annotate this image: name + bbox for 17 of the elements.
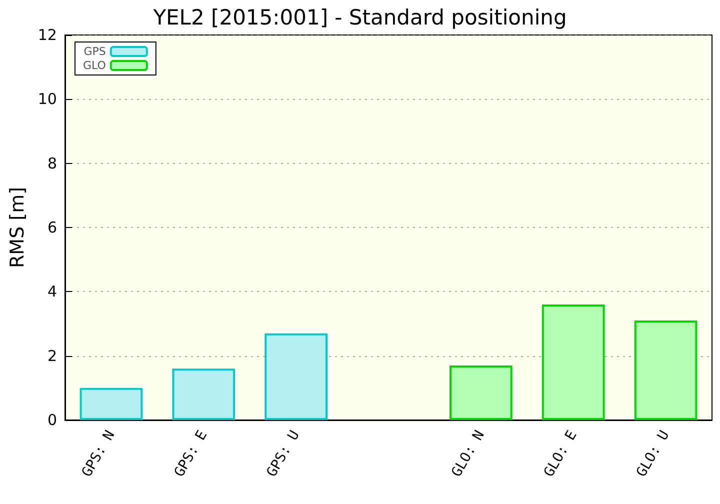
y-tick-label: 6 [47,218,57,236]
bar [634,320,698,420]
bar [449,365,512,420]
y-tick-label: 12 [38,26,57,44]
y-tick-label: 0 [47,411,57,429]
bar [264,333,328,420]
y-tick-label: 4 [47,282,57,301]
y-axis-title: RMS [m] [6,186,28,268]
legend-label: GLO [82,59,106,72]
chart-title: YEL2 [2015:001] - Standard positioning [152,6,567,30]
bar [542,304,605,420]
y-tick-label: 8 [47,154,57,172]
y-tick-label: 10 [38,90,57,108]
bar [172,368,236,420]
legend-label: GPS [84,45,106,58]
y-tick-label: 2 [47,346,57,365]
bar [80,388,143,420]
